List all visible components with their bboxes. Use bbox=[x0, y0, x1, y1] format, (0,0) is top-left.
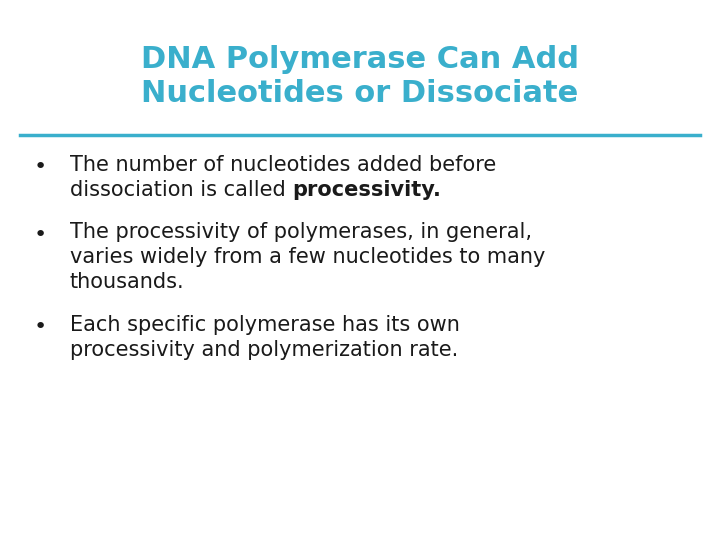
Text: The processivity of polymerases, in general,: The processivity of polymerases, in gene… bbox=[70, 222, 532, 242]
Text: processivity.: processivity. bbox=[292, 180, 441, 200]
Text: •: • bbox=[33, 157, 47, 177]
Text: varies widely from a few nucleotides to many: varies widely from a few nucleotides to … bbox=[70, 247, 545, 267]
Text: Nucleotides or Dissociate: Nucleotides or Dissociate bbox=[141, 79, 579, 108]
Text: thousands.: thousands. bbox=[70, 272, 184, 292]
Text: •: • bbox=[33, 317, 47, 337]
Text: •: • bbox=[33, 225, 47, 245]
Text: processivity and polymerization rate.: processivity and polymerization rate. bbox=[70, 340, 458, 360]
Text: DNA Polymerase Can Add: DNA Polymerase Can Add bbox=[141, 45, 579, 74]
Text: Each specific polymerase has its own: Each specific polymerase has its own bbox=[70, 315, 460, 335]
Text: dissociation is called: dissociation is called bbox=[70, 180, 292, 200]
Text: The number of nucleotides added before: The number of nucleotides added before bbox=[70, 155, 496, 175]
